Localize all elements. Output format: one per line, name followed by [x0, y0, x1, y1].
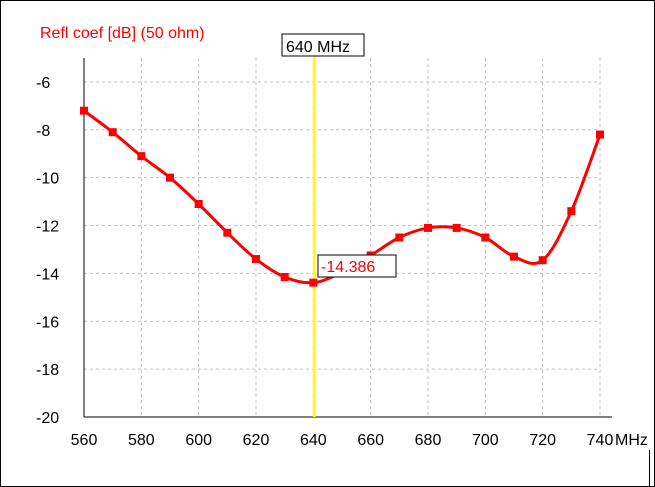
cursor-frequency-label: 640 MHz	[286, 39, 350, 56]
data-point	[596, 130, 604, 139]
y-tick-label: -10	[36, 171, 59, 188]
x-axis-unit: MHz	[615, 432, 648, 449]
data-point	[194, 199, 203, 208]
y-tick-label: -12	[36, 219, 59, 236]
x-tick-label: 720	[529, 432, 556, 449]
cursor-value-label: -14.386	[321, 259, 375, 276]
y-tick-labels: -6 -8 -10 -12 -14 -16 -18 -20	[36, 75, 59, 427]
x-tick-labels: 560 580 600 620 640 660 680 700 720 740	[71, 432, 614, 449]
data-point	[309, 278, 318, 287]
cursor-frequency-box	[281, 33, 365, 57]
data-point	[481, 233, 490, 242]
x-tick-label: 560	[71, 432, 98, 449]
frame-notch	[649, 450, 650, 486]
y-tick-label: -8	[36, 123, 50, 140]
data-point	[567, 207, 576, 216]
cursor-value-box	[317, 254, 397, 278]
data-point	[80, 106, 88, 115]
y-tick-label: -6	[36, 75, 50, 92]
data-point	[252, 255, 260, 264]
data-point	[280, 272, 289, 281]
data-point	[395, 233, 404, 242]
x-tick-label: 620	[243, 432, 270, 449]
x-tick-label: 740	[587, 432, 614, 449]
x-tick-label: 580	[128, 432, 155, 449]
data-point	[137, 152, 146, 161]
y-axis-title: Refl coef [dB] (50 ohm)	[40, 25, 205, 42]
data-point	[510, 252, 518, 261]
y-tick-label: -16	[36, 314, 59, 331]
x-tick-label: 700	[472, 432, 499, 449]
y-tick-label: -20	[36, 410, 59, 427]
data-point	[538, 256, 547, 265]
x-tick-label: 680	[415, 432, 442, 449]
data-point	[223, 228, 232, 237]
cursor-labels: 640 MHz -14.386	[281, 33, 397, 278]
data-point	[452, 223, 461, 232]
data-point	[108, 128, 117, 137]
y-tick-label: -18	[36, 362, 59, 379]
x-tick-label: 640	[300, 432, 327, 449]
axes	[83, 58, 612, 418]
data-point	[424, 223, 432, 232]
data-point	[166, 173, 174, 182]
x-tick-label: 660	[357, 432, 384, 449]
grid	[84, 58, 601, 417]
y-tick-label: -14	[36, 266, 59, 283]
x-tick-label: 600	[185, 432, 212, 449]
